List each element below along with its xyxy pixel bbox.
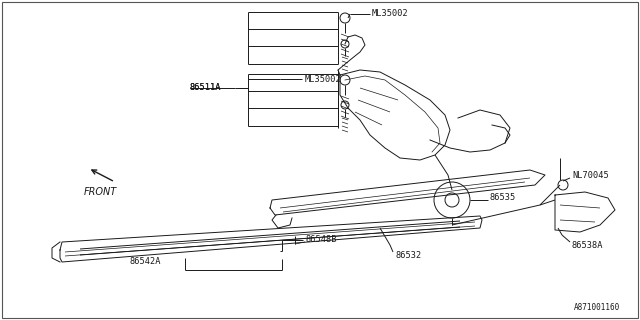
Text: 86511A: 86511A [190, 84, 221, 92]
Text: 86542A: 86542A [130, 258, 161, 267]
Text: 86535: 86535 [490, 194, 516, 203]
Text: 86548B: 86548B [305, 236, 337, 244]
Text: A871001160: A871001160 [573, 303, 620, 312]
Text: 86511A: 86511A [190, 84, 221, 92]
Text: ML35002: ML35002 [305, 75, 342, 84]
Text: 86538A: 86538A [572, 241, 604, 250]
Text: 86532: 86532 [395, 251, 421, 260]
Text: FRONT: FRONT [83, 187, 116, 197]
Text: NL70045: NL70045 [572, 171, 609, 180]
Text: ML35002: ML35002 [372, 10, 409, 19]
